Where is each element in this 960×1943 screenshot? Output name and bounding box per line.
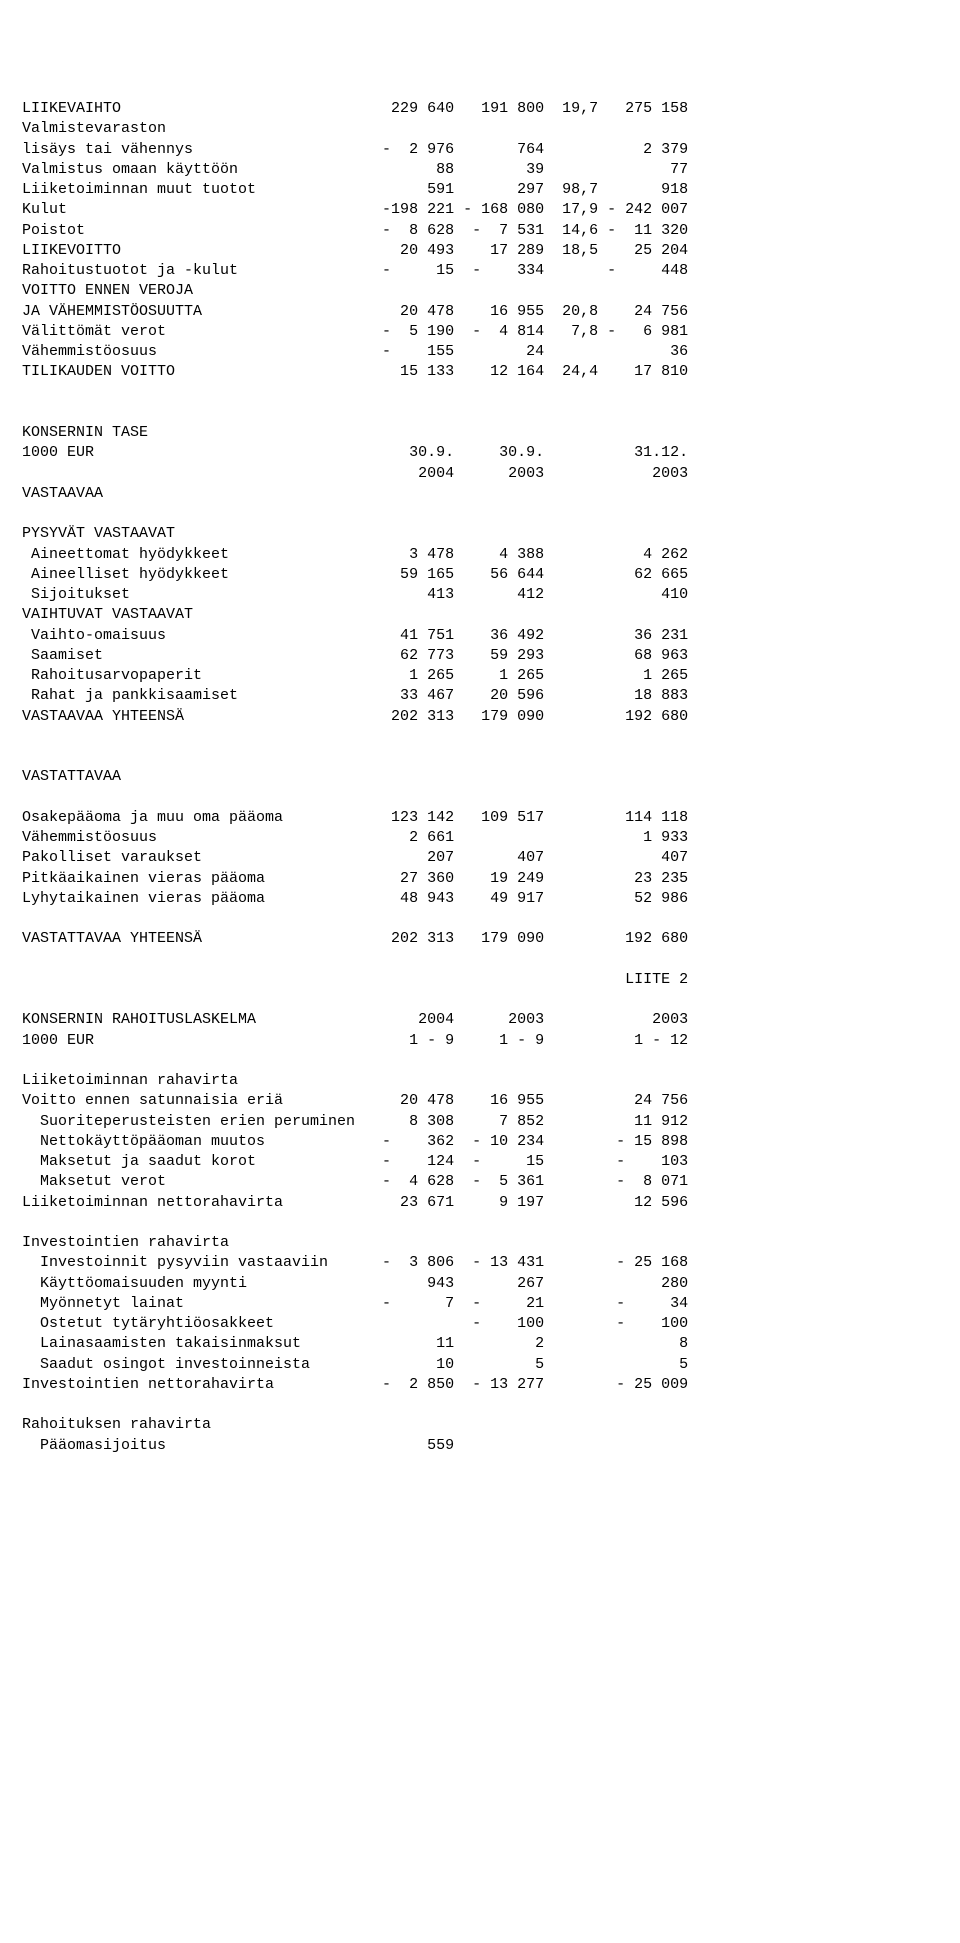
report-text: LIIKEVAIHTO 229 640 191 800 19,7 275 158… [22,100,688,1454]
financial-report: LIIKEVAIHTO 229 640 191 800 19,7 275 158… [0,81,960,1474]
